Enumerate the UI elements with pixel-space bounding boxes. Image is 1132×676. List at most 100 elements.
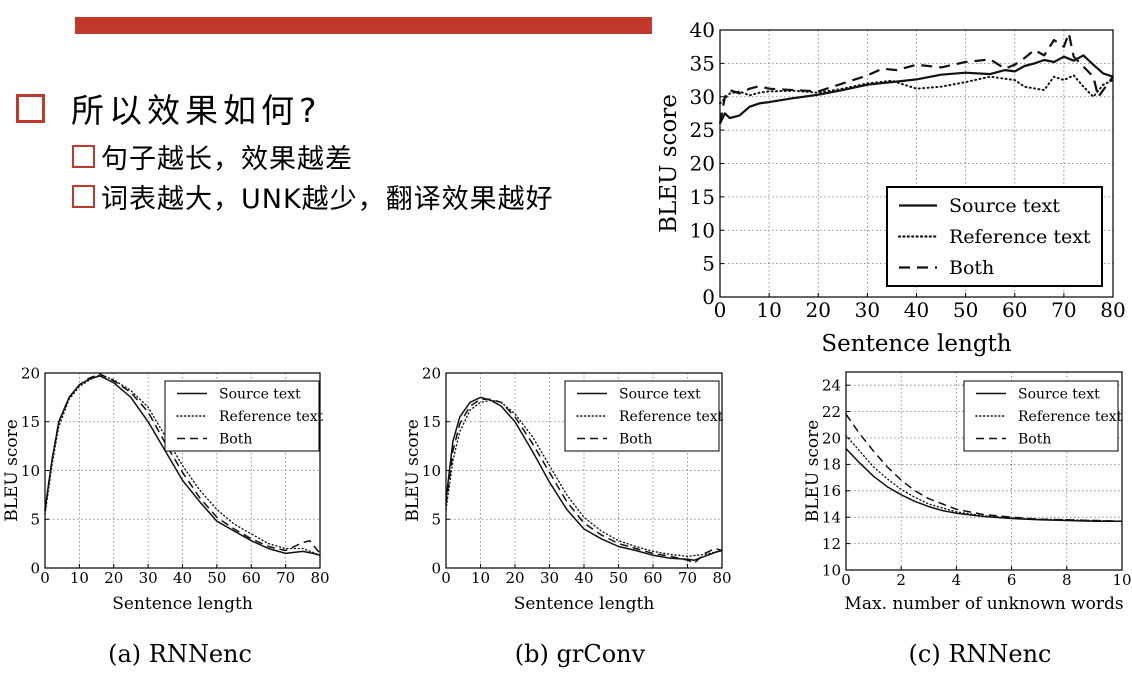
chart-top: 0 10 20 30 40 50 60 70 80 0 5 10 15 20 25 30 35 40 Sentenc… <box>656 18 1126 357</box>
legend-box <box>963 380 1119 452</box>
legend-label: Source text <box>219 386 301 402</box>
x-tick-label: 50 <box>609 569 628 587</box>
legend: Source text Reference text Both <box>564 380 724 452</box>
x-axis-label: Sentence length <box>821 331 1011 357</box>
x-tick-label: 50 <box>953 298 978 322</box>
chart-a: 0 10 20 30 40 50 60 70 80 0 5 10 15 20 Sentence length… <box>2 364 330 614</box>
caption-c: (c) RNNenc <box>908 640 1052 668</box>
x-tick-label: 30 <box>540 569 559 587</box>
series-line <box>845 448 1122 522</box>
legend: Source text Reference text Both <box>886 186 1103 287</box>
x-tick-label: 40 <box>173 569 192 587</box>
bullet-main-text: 所以效果如何? <box>71 91 322 130</box>
x-tick-label: 60 <box>242 569 261 587</box>
y-tick-label: 15 <box>690 185 715 209</box>
x-tick-label: 0 <box>714 298 727 322</box>
series-line <box>445 399 723 557</box>
x-tick-label: 4 <box>952 571 962 589</box>
legend: Source text Reference text Both <box>164 380 324 452</box>
y-tick-label: 18 <box>822 456 841 474</box>
y-tick-label: 10 <box>690 218 715 242</box>
legend-label: Both <box>619 431 652 447</box>
series-line <box>445 396 723 561</box>
bullet-sub-1: 句子越长，效果越差 <box>72 137 353 176</box>
y-tick-label: 20 <box>822 429 841 447</box>
y-tick-label: 10 <box>422 462 441 480</box>
legend-label: Both <box>219 431 252 447</box>
y-tick-label: 25 <box>690 118 715 142</box>
x-tick-label: 10 <box>1112 571 1131 589</box>
y-tick-label: 30 <box>690 85 715 109</box>
legend-label: Source text <box>1018 386 1100 402</box>
bullet-sub-2: 词表越大，UNK越少，翻译效果越好 <box>72 177 554 216</box>
series-line <box>845 413 1123 522</box>
y-tick-label: 35 <box>690 51 715 75</box>
x-tick-label: 2 <box>896 571 906 589</box>
x-tick-label: 0 <box>40 569 50 587</box>
series-line <box>718 32 1114 124</box>
y-tick-label: 0 <box>30 559 40 577</box>
y-tick-label: 5 <box>431 511 441 529</box>
x-tick-label: 80 <box>310 569 329 587</box>
x-tick-label: 30 <box>855 298 880 322</box>
y-tick-label: 20 <box>422 364 441 382</box>
x-tick-label: 10 <box>756 298 781 322</box>
y-tick-label: 15 <box>422 413 441 431</box>
legend-label: Source text <box>949 195 1060 217</box>
series-line <box>719 54 1114 124</box>
bullet-sub-1-text: 句子越长，效果越差 <box>101 144 353 175</box>
bullet-square-icon <box>72 185 95 208</box>
x-tick-label: 20 <box>104 569 123 587</box>
legend-label: Reference text <box>949 226 1091 248</box>
legend: Source text Reference text Both <box>963 380 1123 452</box>
legend-label: Reference text <box>619 409 724 425</box>
x-tick-label: 50 <box>207 569 226 587</box>
y-tick-label: 5 <box>702 252 715 276</box>
chart-b: 0 10 20 30 40 50 60 70 80 0 5 10 15 20 Sentence length… <box>403 364 732 614</box>
y-axis-label: BLEU score <box>656 94 682 233</box>
y-tick-label: 20 <box>690 152 715 176</box>
x-tick-label: 40 <box>574 569 593 587</box>
y-tick-label: 22 <box>822 403 841 421</box>
legend-label: Both <box>949 257 994 279</box>
y-tick-label: 10 <box>822 561 841 579</box>
legend-label: Reference text <box>1018 409 1123 425</box>
x-tick-label: 60 <box>643 569 662 587</box>
legend-label: Both <box>1018 431 1051 447</box>
x-tick-label: 10 <box>471 569 490 587</box>
title-bar <box>75 17 652 34</box>
series-line <box>719 74 1114 105</box>
x-tick-label: 0 <box>841 571 851 589</box>
y-tick-label: 40 <box>690 18 715 42</box>
caption-a: (a) RNNenc <box>108 640 252 668</box>
y-tick-label: 10 <box>21 462 40 480</box>
x-tick-label: 0 <box>441 569 451 587</box>
x-tick-label: 80 <box>1100 298 1125 322</box>
legend-label: Reference text <box>219 409 324 425</box>
x-axis-label: Sentence length <box>112 594 253 614</box>
x-tick-label: 60 <box>1002 298 1027 322</box>
plot-frame <box>845 371 1123 571</box>
legend-box <box>564 380 720 452</box>
x-tick-label: 70 <box>1051 298 1076 322</box>
x-tick-label: 20 <box>505 569 524 587</box>
series-line <box>445 398 723 564</box>
x-tick-label: 8 <box>1062 571 1072 589</box>
bullet-sub-2-text: 词表越大，UNK越少，翻译效果越好 <box>101 184 554 215</box>
y-axis-label: BLEU score <box>403 419 423 522</box>
y-tick-label: 20 <box>21 364 40 382</box>
y-axis-label: BLEU score <box>803 420 823 523</box>
x-tick-label: 70 <box>678 569 697 587</box>
y-tick-label: 0 <box>431 559 441 577</box>
x-tick-label: 6 <box>1007 571 1017 589</box>
bullet-main: 所以效果如何? <box>16 84 322 132</box>
y-tick-label: 14 <box>822 508 841 526</box>
x-tick-label: 10 <box>70 569 89 587</box>
x-tick-label: 20 <box>806 298 831 322</box>
caption-b: (b) grConv <box>514 640 646 668</box>
y-tick-label: 16 <box>822 482 841 500</box>
y-tick-label: 0 <box>702 285 715 309</box>
y-tick-label: 12 <box>822 535 841 553</box>
